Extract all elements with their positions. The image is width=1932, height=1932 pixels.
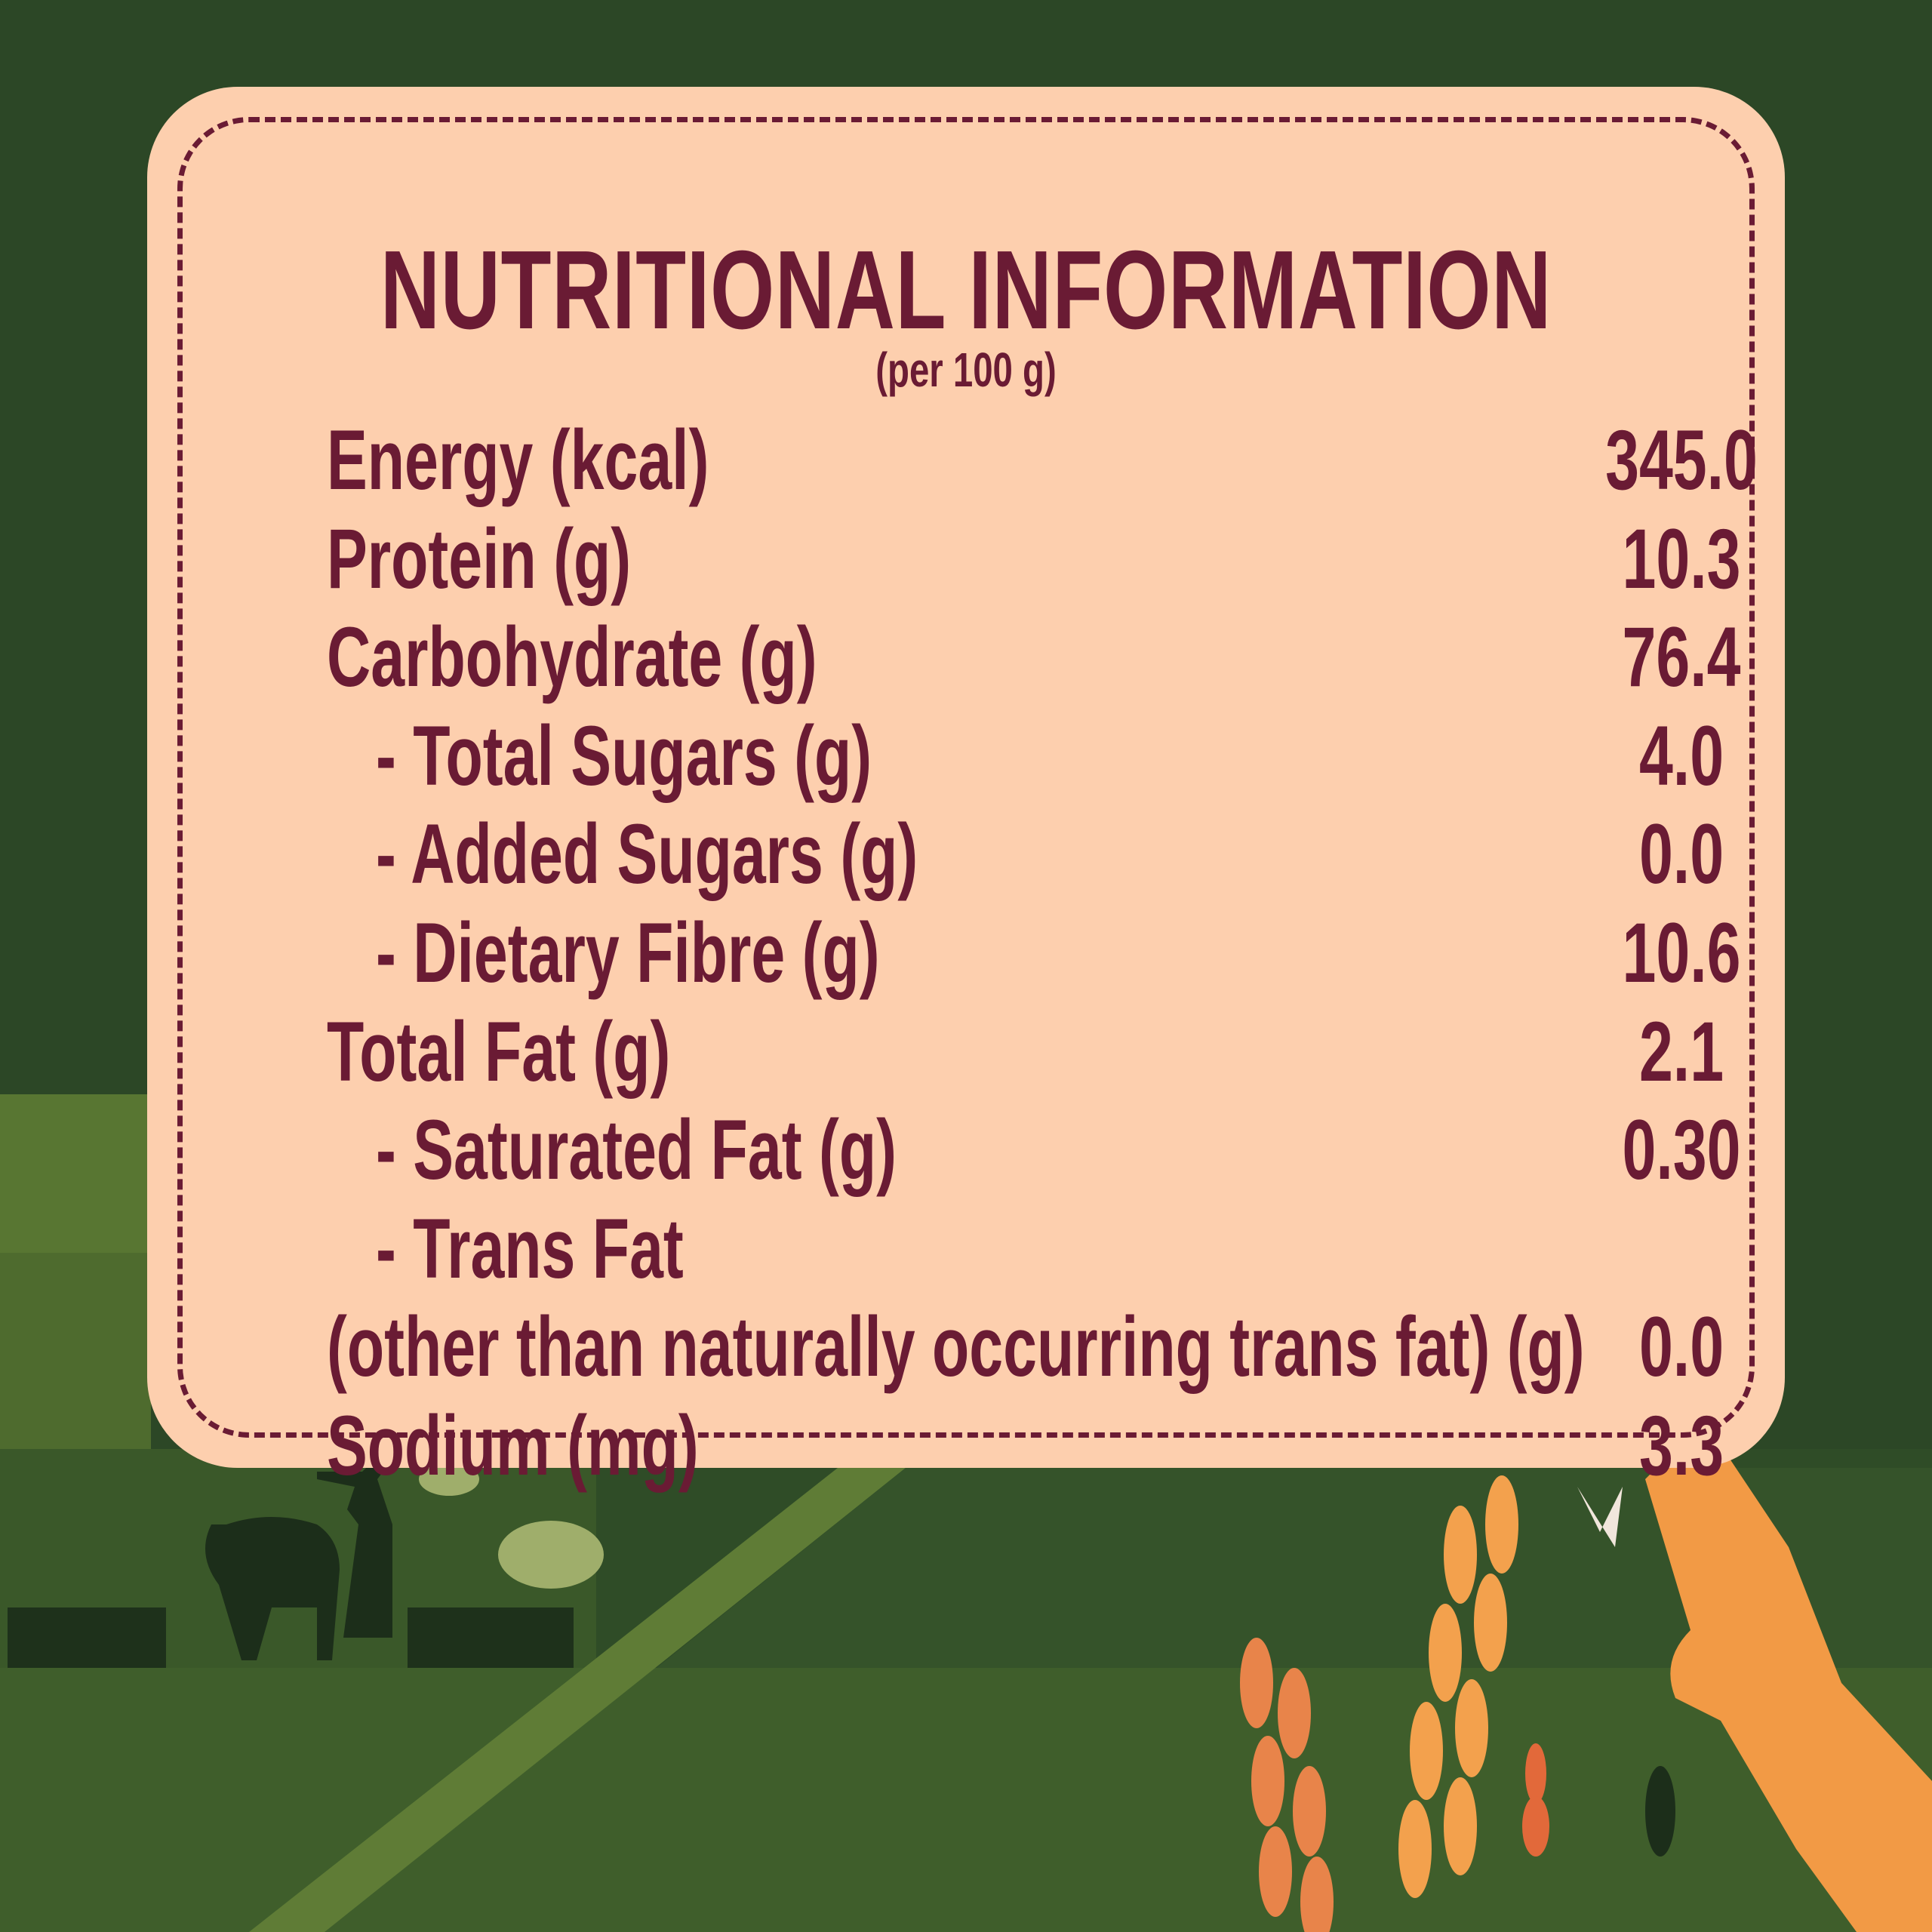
nutrition-row: Protein (g) 10.3: [147, 510, 1785, 609]
nutrient-label: - Added Sugars (g): [376, 807, 918, 902]
nutrient-label: Sodium (mg): [327, 1398, 699, 1493]
nutrient-value: 10.3: [1622, 511, 1741, 606]
nutrient-label: - Total Sugars (g): [376, 708, 872, 803]
farmer-with-ox-icon: [8, 1441, 574, 1668]
nutrition-table: Energy (kcal) 345.0 Protein (g) 10.3 Carbohy…: [147, 411, 1785, 1496]
nutrition-row: Total Fat (g) 2.1: [147, 1003, 1785, 1102]
nutrient-label: Carbohydrate (g): [327, 610, 817, 705]
nutrient-label: Protein (g): [327, 511, 632, 606]
nutrient-label: - Trans Fat: [376, 1201, 684, 1296]
nutrition-row: - Dietary Fibre (g) 10.6: [147, 904, 1785, 1003]
nutrient-value: 4.0: [1638, 708, 1724, 803]
nutrient-label: - Dietary Fibre (g): [376, 905, 880, 1000]
wheat-stalks-icon: [1240, 1475, 1675, 1932]
panel-subtitle: (per 100 g): [875, 343, 1057, 397]
nutrition-row: Carbohydrate (g) 76.4: [147, 608, 1785, 707]
nutrient-value: 345.0: [1605, 413, 1758, 507]
nutrient-value: 3.3: [1638, 1398, 1724, 1493]
nutrient-value: 10.6: [1622, 905, 1741, 1000]
panel-title: NUTRITIONAL INFORMATION: [380, 228, 1552, 352]
nutrient-label: Total Fat (g): [327, 1004, 671, 1099]
nutrition-row: - Trans Fat: [147, 1200, 1785, 1299]
nutrient-value: 76.4: [1622, 610, 1741, 705]
nutrient-label: Energy (kcal): [327, 413, 709, 507]
nutrition-info-card: NUTRITIONAL INFORMATION (per 100 g) Ener…: [147, 87, 1785, 1493]
nutrient-label: (other than naturally occurring trans fa…: [327, 1300, 1585, 1395]
nutrient-value: 0.0: [1638, 1300, 1724, 1395]
nutrient-label: - Saturated Fat (g): [376, 1103, 897, 1198]
nutrition-row: Sodium (mg) 3.3: [147, 1397, 1785, 1496]
nutrient-value: 0.0: [1638, 807, 1724, 902]
nutrient-value: 2.1: [1638, 1004, 1724, 1099]
nutrition-row: - Total Sugars (g) 4.0: [147, 707, 1785, 806]
nutrition-row: Energy (kcal) 345.0: [147, 411, 1785, 510]
nutrient-value: 0.30: [1622, 1103, 1741, 1198]
hand-holding-wheat-icon: [1645, 1426, 1932, 1932]
nutrition-row: - Added Sugars (g) 0.0: [147, 805, 1785, 904]
dashed-border: [177, 117, 1755, 1438]
nutrition-row: - Saturated Fat (g) 0.30: [147, 1101, 1785, 1200]
nutrition-row: (other than naturally occurring trans fa…: [147, 1298, 1785, 1397]
